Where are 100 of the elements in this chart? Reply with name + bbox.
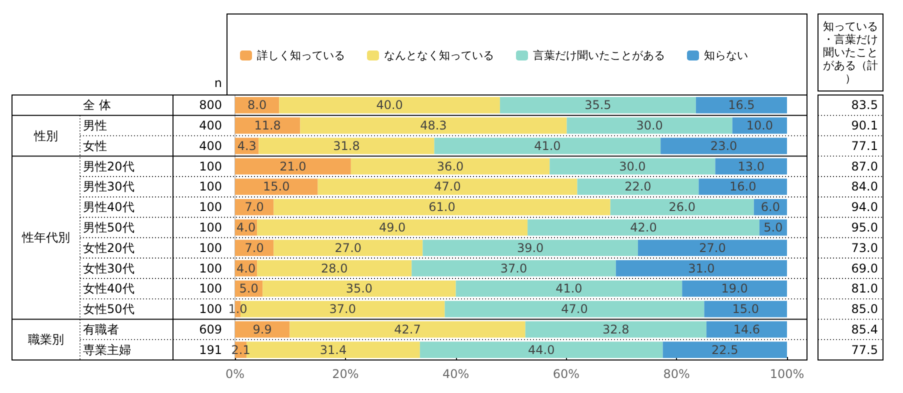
y2-tick-label: 400	[199, 138, 222, 153]
x-tick-label: 0%	[225, 367, 245, 381]
data-label: 4.0	[236, 261, 256, 276]
data-label: 15.0	[263, 180, 290, 194]
bar	[235, 198, 274, 216]
bar	[235, 178, 318, 195]
data-label: 47.0	[434, 180, 461, 194]
text: 85.4	[851, 322, 878, 336]
data-label: 5.0	[764, 220, 783, 234]
data-label: 28.0	[321, 261, 348, 276]
data-label: 31.0	[688, 261, 715, 276]
y-tick-label: 男性40代	[83, 200, 134, 214]
bar	[525, 321, 706, 338]
y2-tick-label: 400	[199, 118, 222, 133]
legend-label: 言葉だけ聞いたことがある	[533, 49, 665, 62]
y2-tick-label: 100	[199, 302, 222, 316]
data-label: 39.0	[516, 240, 544, 255]
text: 知っている・言葉だけ聞いたことがある（計）	[823, 20, 878, 85]
legend-label: 知らない	[704, 49, 748, 62]
bar	[662, 342, 787, 358]
y-tick-label: 女性	[83, 138, 107, 153]
data-label: 27.0	[334, 240, 362, 255]
data-label: 27.0	[699, 240, 726, 255]
bar	[290, 321, 526, 338]
bar	[279, 97, 500, 114]
bar	[422, 240, 638, 256]
text: 69.0	[851, 261, 878, 276]
data-label: 44.0	[528, 342, 555, 357]
y2-tick-label: 100	[199, 261, 222, 276]
data-label: 48.3	[420, 118, 447, 133]
data-label: 23.0	[710, 138, 738, 153]
bar	[616, 260, 787, 276]
bar	[274, 240, 423, 256]
text: 73.0	[851, 240, 878, 255]
y-tick-label: 男性50代	[83, 220, 134, 234]
text: 85.0	[851, 302, 878, 316]
x-tick-label: 80%	[663, 367, 690, 381]
data-label: 16.5	[728, 98, 755, 112]
y-tick-label: 男性	[83, 118, 107, 133]
bar	[550, 158, 716, 174]
data-label: 32.8	[602, 322, 630, 336]
data-label: 36.0	[436, 159, 464, 174]
bar	[706, 321, 787, 338]
bar	[235, 158, 351, 174]
data-label: 7.0	[244, 200, 264, 214]
data-label: 11.8	[254, 118, 281, 133]
data-label: 9.9	[252, 322, 272, 336]
bar	[704, 300, 787, 318]
x-tick-label: 100%	[770, 367, 804, 381]
bar	[682, 280, 787, 297]
bar	[274, 198, 610, 216]
bar	[696, 97, 787, 114]
bar	[715, 158, 787, 174]
data-label: 47.0	[561, 302, 588, 316]
y2-tick-label: 191	[199, 342, 222, 357]
data-label: 22.5	[712, 342, 738, 357]
text: 77.5	[851, 342, 878, 357]
y-tick-label: 全 体	[83, 98, 111, 112]
bar	[258, 138, 434, 154]
bar	[300, 117, 567, 134]
bar	[262, 280, 456, 297]
y-tick-label: 女性40代	[83, 282, 134, 296]
y2-tick-label: 100	[199, 180, 222, 194]
text: 81.0	[851, 282, 878, 296]
y2-tick-label: 800	[199, 98, 222, 112]
data-label: 30.0	[636, 118, 663, 133]
text: 90.1	[851, 118, 878, 133]
bar	[698, 178, 787, 195]
bar	[235, 117, 300, 134]
bar	[577, 178, 699, 195]
data-label: 21.0	[280, 159, 306, 174]
data-label: 61.0	[428, 200, 456, 214]
text: 77.1	[851, 138, 878, 153]
data-label: 49.0	[378, 220, 406, 234]
y-tick-label: 専業主婦	[83, 342, 131, 357]
bar	[235, 240, 274, 256]
data-label: 5.0	[239, 282, 258, 296]
data-label: 41.0	[534, 138, 561, 153]
bar	[235, 321, 290, 338]
data-label: 7.0	[244, 240, 264, 255]
text: 83.5	[851, 98, 878, 112]
y2-tick-label: 100	[199, 240, 222, 255]
data-label: 40.0	[376, 98, 403, 112]
text: 84.0	[851, 180, 878, 194]
text: 性年代別	[21, 230, 70, 245]
data-label: 41.0	[556, 282, 582, 296]
x-tick-label: 60%	[552, 367, 580, 381]
legend-label: なんとなく知っている	[384, 49, 494, 62]
data-label: 16.0	[729, 180, 756, 194]
bar	[638, 240, 787, 256]
data-label: 37.0	[329, 302, 356, 316]
data-label: 35.0	[346, 282, 373, 296]
bar	[318, 178, 578, 195]
y2-tick-label: 100	[199, 159, 222, 174]
bar	[235, 97, 280, 114]
data-label: 31.8	[333, 138, 360, 153]
y2-tick-label: 100	[199, 220, 222, 234]
y-tick-label: 女性30代	[83, 261, 134, 276]
data-label: 6.0	[760, 200, 780, 214]
y2-tick-label: 100	[199, 282, 222, 296]
